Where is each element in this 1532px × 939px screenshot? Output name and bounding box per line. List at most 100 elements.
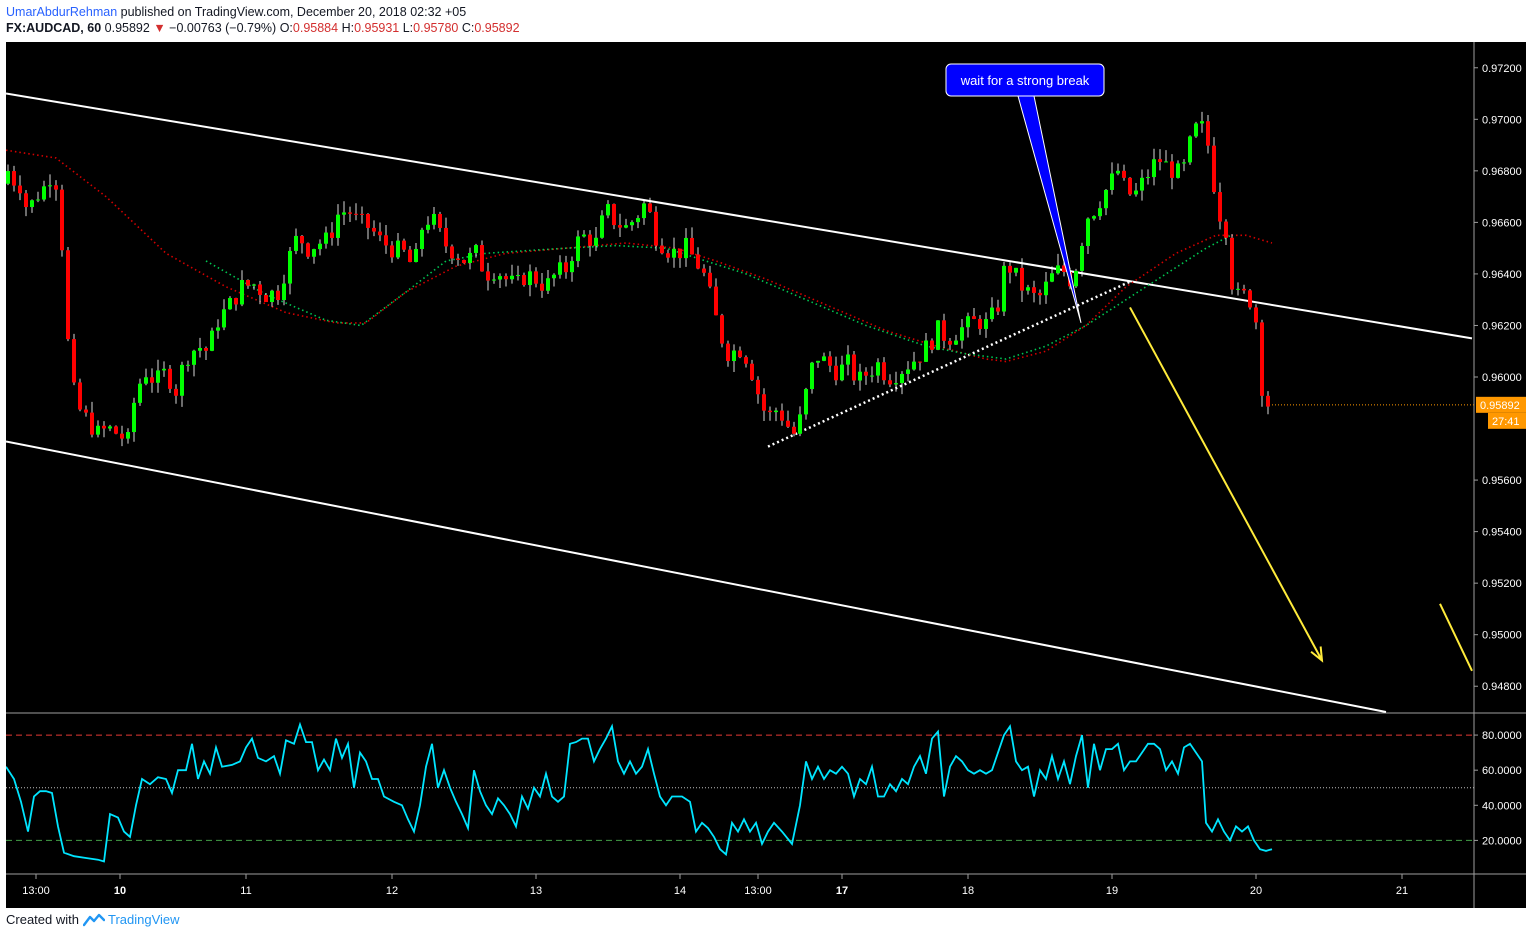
candle-bullish[interactable]	[498, 276, 502, 280]
candle-bullish[interactable]	[210, 330, 214, 351]
candle-bullish[interactable]	[1086, 218, 1090, 246]
candle-bearish[interactable]	[654, 211, 658, 246]
candle-bearish[interactable]	[834, 365, 838, 381]
candle-bearish[interactable]	[738, 350, 742, 358]
candle-bearish[interactable]	[174, 388, 178, 396]
candle-bearish[interactable]	[1218, 192, 1222, 222]
candle-bullish[interactable]	[1152, 159, 1156, 178]
candle-bullish[interactable]	[1026, 287, 1030, 291]
candle-bearish[interactable]	[522, 275, 526, 286]
candle-bullish[interactable]	[156, 370, 160, 383]
candle-bearish[interactable]	[1170, 161, 1174, 178]
candle-bearish[interactable]	[66, 250, 70, 340]
candle-bullish[interactable]	[1200, 121, 1204, 124]
candle-bullish[interactable]	[1146, 177, 1150, 179]
candle-bullish[interactable]	[1140, 177, 1144, 191]
candle-bearish[interactable]	[1122, 170, 1126, 178]
candle-bullish[interactable]	[36, 199, 40, 201]
candle-bearish[interactable]	[660, 245, 664, 254]
candle-bearish[interactable]	[384, 235, 388, 246]
candle-bearish[interactable]	[462, 259, 466, 263]
chart-canvas[interactable]: wait for a strong break 0.97200 0.97000 0.9…	[6, 42, 1526, 908]
candle-bullish[interactable]	[606, 204, 610, 216]
candle-bearish[interactable]	[330, 232, 334, 238]
candle-bullish[interactable]	[510, 275, 514, 280]
candle-bullish[interactable]	[528, 271, 532, 286]
candle-bullish[interactable]	[1182, 162, 1186, 164]
candle-bearish[interactable]	[690, 237, 694, 255]
candle-bearish[interactable]	[54, 185, 58, 190]
candle-bearish[interactable]	[744, 357, 748, 364]
candle-bearish[interactable]	[1224, 221, 1228, 238]
candle-bullish[interactable]	[846, 354, 850, 365]
candle-bearish[interactable]	[276, 290, 280, 301]
candle-bullish[interactable]	[858, 371, 862, 381]
candle-bearish[interactable]	[1254, 307, 1258, 323]
candle-bullish[interactable]	[906, 369, 910, 374]
candle-bearish[interactable]	[102, 425, 106, 429]
candle-bullish[interactable]	[336, 214, 340, 238]
candle-bearish[interactable]	[366, 214, 370, 228]
projection-arrow[interactable]	[1129, 306, 1323, 661]
candle-bullish[interactable]	[774, 410, 778, 413]
candle-bearish[interactable]	[888, 380, 892, 385]
candle-bearish[interactable]	[1032, 287, 1036, 293]
candle-bullish[interactable]	[318, 243, 322, 250]
candle-bullish[interactable]	[684, 237, 688, 259]
candle-bullish[interactable]	[1092, 216, 1096, 219]
candle-bearish[interactable]	[84, 409, 88, 413]
tradingview-brand[interactable]: TradingView	[82, 912, 180, 927]
candle-bearish[interactable]	[1008, 265, 1012, 273]
candle-bullish[interactable]	[816, 360, 820, 363]
candle-bearish[interactable]	[348, 212, 352, 214]
candle-bearish[interactable]	[234, 298, 238, 305]
candle-bullish[interactable]	[288, 250, 292, 284]
candle-bullish[interactable]	[198, 348, 202, 351]
candle-bullish[interactable]	[432, 213, 436, 225]
candle-bearish[interactable]	[402, 240, 406, 250]
candle-bearish[interactable]	[726, 343, 730, 362]
candle-bullish[interactable]	[900, 373, 904, 384]
candle-bearish[interactable]	[666, 253, 670, 258]
last-price-tag[interactable]	[1476, 396, 1526, 413]
candle-bearish[interactable]	[720, 315, 724, 344]
candle-bullish[interactable]	[474, 245, 478, 253]
candle-bearish[interactable]	[354, 213, 358, 215]
candle-bullish[interactable]	[990, 307, 994, 320]
candle-bullish[interactable]	[960, 327, 964, 341]
candle-bearish[interactable]	[780, 410, 784, 421]
candle-bearish[interactable]	[702, 268, 706, 273]
candle-bearish[interactable]	[1038, 292, 1042, 296]
candle-bullish[interactable]	[240, 279, 244, 305]
candle-bullish[interactable]	[1104, 189, 1108, 209]
candle-bearish[interactable]	[996, 307, 1000, 312]
candle-bullish[interactable]	[840, 364, 844, 381]
candle-bearish[interactable]	[24, 193, 28, 208]
candle-bullish[interactable]	[1236, 288, 1240, 290]
candle-bearish[interactable]	[300, 235, 304, 244]
candle-bullish[interactable]	[48, 185, 52, 187]
candle-bullish[interactable]	[1074, 270, 1078, 287]
candle-bearish[interactable]	[828, 356, 832, 366]
candle-bearish[interactable]	[150, 377, 154, 383]
candle-bullish[interactable]	[576, 236, 580, 262]
candle-bullish[interactable]	[30, 200, 34, 208]
candle-bullish[interactable]	[936, 320, 940, 350]
candle-bullish[interactable]	[162, 368, 166, 371]
channel-lower-line[interactable]	[6, 440, 1387, 713]
candle-bullish[interactable]	[1116, 170, 1120, 174]
candle-bearish[interactable]	[864, 371, 868, 376]
candle-bearish[interactable]	[852, 354, 856, 381]
candle-bullish[interactable]	[894, 383, 898, 385]
candle-bullish[interactable]	[912, 361, 916, 370]
candle-bearish[interactable]	[1242, 288, 1246, 291]
channel-upper-line[interactable]	[6, 92, 1473, 340]
candle-bullish[interactable]	[252, 284, 256, 286]
candle-bearish[interactable]	[762, 394, 766, 411]
candle-bullish[interactable]	[222, 309, 226, 328]
candle-bearish[interactable]	[1212, 145, 1216, 193]
candle-bearish[interactable]	[486, 271, 490, 281]
candle-bullish[interactable]	[1044, 281, 1048, 296]
candle-bullish[interactable]	[144, 377, 148, 384]
candle-bullish[interactable]	[414, 248, 418, 263]
